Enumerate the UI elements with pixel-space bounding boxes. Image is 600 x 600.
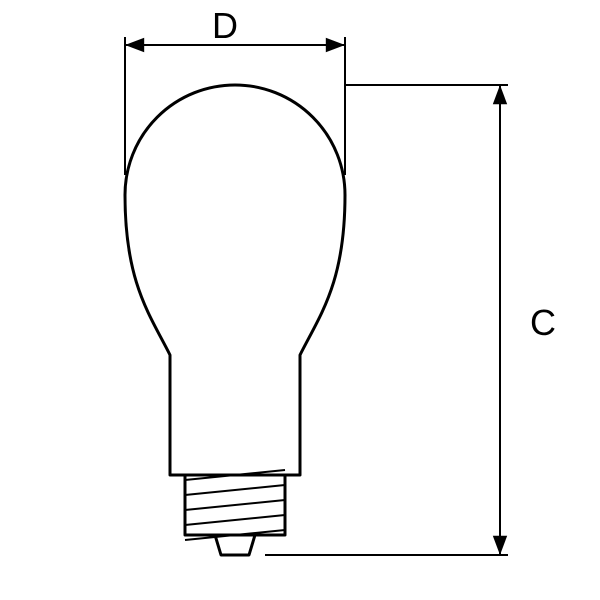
dimension-d: D (125, 5, 345, 175)
dimension-c: C (265, 85, 556, 555)
bulb-dimension-diagram: D C (0, 0, 600, 600)
c-arrow-top (493, 85, 507, 104)
c-label: C (530, 302, 556, 343)
d-arrow-left (125, 38, 144, 52)
d-arrow-right (326, 38, 345, 52)
thread-line (185, 500, 285, 510)
screw-threads (185, 470, 285, 540)
bulb-outline (125, 85, 345, 555)
c-arrow-bottom (493, 536, 507, 555)
d-label: D (212, 5, 238, 46)
thread-line (185, 485, 285, 495)
thread-line (185, 515, 285, 525)
